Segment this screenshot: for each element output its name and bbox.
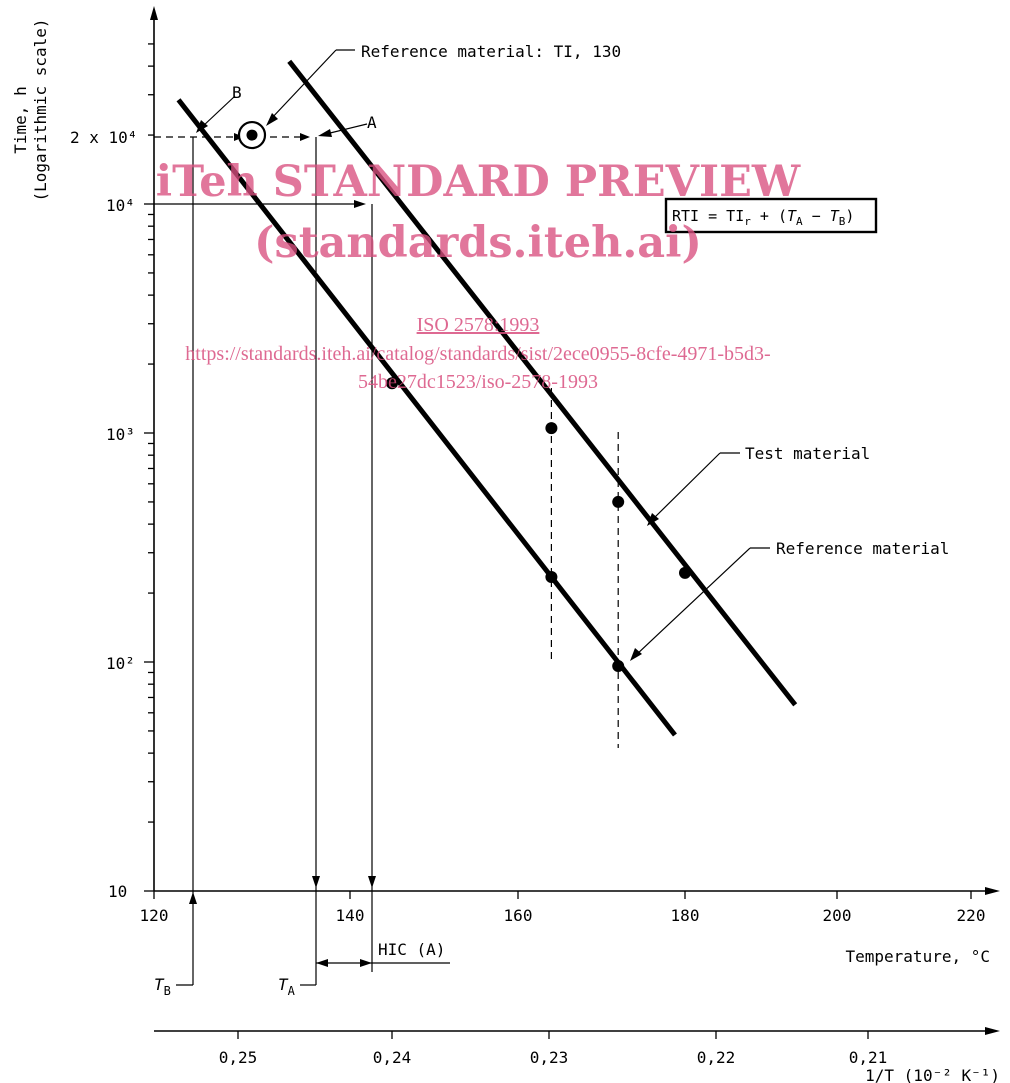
- leader-lines: [196, 49, 770, 661]
- reference-marker: [237, 120, 267, 150]
- x-axis-arrow: [985, 887, 1000, 895]
- ref-label-arrow: [266, 113, 278, 126]
- watermark-site: (standards.iteh.ai): [254, 218, 702, 268]
- y-tick-label-100: 10²: [106, 654, 135, 673]
- y-tick-label-10000: 10⁴: [106, 196, 135, 215]
- recip-tick-label-025: 0,25: [219, 1048, 258, 1067]
- ref-marker-label: Reference material: TI, 130: [361, 42, 621, 61]
- data-points: [386, 377, 691, 673]
- test-material-line: [287, 59, 798, 707]
- x-tick-label-120: 120: [140, 906, 169, 925]
- x-axis-ticks: [153, 891, 972, 899]
- b-arrow: [196, 120, 208, 133]
- hic-arrow-left: [316, 959, 328, 967]
- test-label-arrow: [647, 513, 659, 526]
- reciprocal-axis-ticks: [237, 1031, 869, 1039]
- x-axis-label: Temperature, °C: [846, 947, 991, 966]
- point-b-label: B: [232, 83, 242, 102]
- hic-label: HIC (A): [378, 940, 445, 959]
- arrow-tb-up: [189, 892, 197, 904]
- reciprocal-axis-arrow: [985, 1027, 1000, 1035]
- y-tick-label-20000: 2 x 10⁴: [70, 128, 137, 147]
- reciprocal-axis-label: 1/T (10⁻² K⁻¹): [865, 1066, 1000, 1083]
- y-axis-ticks: [144, 43, 154, 892]
- reference-material-label: Reference material: [776, 539, 949, 558]
- ref-label-leader: [269, 49, 337, 121]
- reference-point-1: [545, 571, 558, 584]
- ref-material-leader: [635, 547, 751, 656]
- rti-formula-box: [664, 197, 878, 234]
- ta-label: TA: [278, 975, 296, 998]
- hic-arrow-right: [360, 959, 372, 967]
- watermark: iTeh STANDARD PREVIEW (standards.iteh.ai…: [156, 157, 801, 393]
- arrow-to-point-a: [300, 133, 310, 141]
- ref-material-arrow: [630, 648, 642, 661]
- x-tick-label-160: 160: [504, 906, 533, 925]
- test-label-leader: [651, 452, 721, 521]
- recip-tick-label-024: 0,24: [373, 1048, 412, 1067]
- y-axis-label-line2: (Logarithmic scale): [31, 18, 50, 201]
- test-point-0: [545, 422, 558, 435]
- a-arrow: [318, 129, 332, 137]
- recip-tick-label-022: 0,22: [697, 1048, 736, 1067]
- arrow-1e4: [354, 200, 366, 208]
- arrow-ta-down: [312, 876, 320, 888]
- test-point-2: [679, 566, 691, 579]
- watermark-title: iTeh STANDARD PREVIEW: [156, 157, 801, 207]
- rti-formula: RTI = TIr + (TA − TB): [672, 207, 854, 228]
- test-material-label: Test material: [745, 444, 870, 463]
- y-tick-label-1000: 10³: [106, 425, 135, 444]
- y-axis-arrow: [150, 6, 158, 20]
- x-tick-label-140: 140: [336, 906, 365, 925]
- y-tick-label-10: 10: [108, 882, 127, 901]
- x-tick-label-220: 220: [957, 906, 986, 925]
- recip-tick-label-023: 0,23: [530, 1048, 569, 1067]
- point-a-label: A: [367, 113, 377, 132]
- arrow-hic-down: [368, 876, 376, 888]
- reference-point-2: [612, 660, 625, 673]
- test-point-1: [612, 495, 625, 508]
- watermark-url2: 54be27dc1523/iso-2578-1993: [358, 371, 598, 393]
- reference-material-line: [176, 98, 677, 737]
- a-leader: [325, 123, 368, 135]
- y-axis-label-line1: Time, h: [11, 86, 30, 153]
- b-leader: [201, 95, 236, 128]
- recip-tick-label-021: 0,21: [849, 1048, 888, 1067]
- reference-point-0: [386, 377, 398, 390]
- x-tick-label-200: 200: [823, 906, 852, 925]
- watermark-iso: ISO 2578:1993: [417, 314, 540, 336]
- tb-label: TB: [154, 975, 171, 998]
- x-tick-label-180: 180: [671, 906, 700, 925]
- watermark-url1: https://standards.iteh.ai/catalog/standa…: [185, 343, 770, 365]
